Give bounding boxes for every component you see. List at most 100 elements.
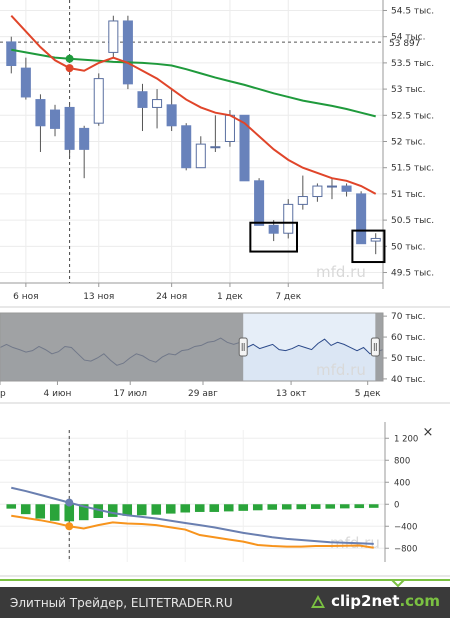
macd-histogram-bar — [194, 504, 205, 512]
candle-body — [137, 91, 148, 108]
y-tick-label: 40 тыс. — [391, 375, 425, 385]
macd-histogram-bar — [136, 504, 147, 516]
macd-histogram-bar — [325, 504, 336, 509]
candle-body — [312, 185, 323, 198]
candle-body — [254, 180, 265, 226]
signal-marker — [65, 522, 74, 531]
candle-body — [35, 99, 46, 127]
macd-histogram-bar — [49, 504, 60, 521]
logo-name: clip2net — [331, 592, 400, 610]
macd-histogram-bar — [78, 504, 89, 521]
candle-body — [239, 114, 250, 182]
candle-body — [370, 237, 381, 242]
clip2net-logo-text: clip2net.com — [331, 592, 440, 610]
candle-body — [268, 224, 279, 234]
y-tick-label: 52 тыс. — [391, 138, 425, 148]
frame-pointer-icon — [391, 579, 405, 588]
footer-bar: Элитный Трейдер, ELITETRADER.RU clip2net… — [0, 587, 450, 618]
x-tick-label: 5 дек — [355, 389, 381, 399]
x-tick-label: р — [0, 389, 6, 399]
y-tick-label: 51.5 тыс. — [391, 164, 434, 174]
macd-histogram-bar — [151, 504, 162, 515]
x-tick-label: 6 ноя — [13, 292, 38, 302]
macd-histogram-bar — [64, 504, 75, 522]
x-tick-label: 4 июн — [43, 389, 71, 399]
candle-body — [50, 109, 61, 129]
current-price-label: 53 897 — [389, 39, 421, 49]
x-tick-label: 1 дек — [217, 292, 243, 302]
clip2net-logo-icon — [311, 595, 325, 608]
navigator-chart[interactable]: mfd.ru 70 тыс. 60 тыс. 50 тыс. 40 тыс. р 4 июн… — [0, 312, 450, 404]
candle-body — [356, 193, 367, 245]
candle-body — [93, 78, 104, 124]
candle-body — [297, 196, 308, 205]
macd-histogram-bar — [252, 504, 263, 511]
y-tick-label: 54 тыс. — [391, 33, 425, 43]
candle-body — [122, 20, 133, 85]
macd-histogram-bar — [93, 504, 104, 518]
macd-histogram-bar — [20, 504, 31, 515]
x-tick-label: 7 дек — [275, 292, 301, 302]
navigator-mask-left — [0, 313, 244, 381]
y-tick-label: 49.5 тыс. — [391, 269, 434, 279]
y-tick-label: −400 — [394, 522, 417, 532]
candle-body — [20, 67, 31, 98]
x-tick-label: 13 ноя — [83, 292, 114, 302]
highlight-box — [249, 221, 298, 253]
macd-histogram-bar — [339, 504, 350, 509]
y-tick-label: 50 тыс. — [391, 354, 425, 364]
y-tick-label: 50.5 тыс. — [391, 216, 434, 226]
macd-histogram-bar — [267, 504, 278, 510]
candle-body — [181, 125, 192, 169]
y-tick-label: 400 — [394, 478, 410, 488]
y-tick-label: 53 тыс. — [391, 85, 425, 95]
macd-histogram-bar — [122, 504, 133, 516]
candle-body — [64, 106, 75, 150]
macd-histogram-bar — [354, 504, 365, 509]
ma-slow-marker — [65, 54, 74, 63]
navigator-border — [0, 312, 384, 382]
candle-body — [195, 143, 206, 169]
x-tick-label: 29 авг — [188, 389, 218, 399]
y-tick-label: 53.5 тыс. — [391, 59, 434, 69]
macd-histogram-bar — [165, 504, 176, 514]
candle-body — [152, 99, 163, 108]
y-tick-label: 50 тыс. — [391, 242, 425, 252]
close-icon[interactable]: × — [423, 425, 434, 440]
candle-body — [166, 104, 177, 127]
macd-histogram-bar — [310, 504, 321, 509]
macd-histogram-bar — [296, 504, 307, 510]
y-tick-label: 70 тыс. — [391, 312, 425, 322]
candle-body — [6, 41, 17, 67]
x-tick-label: 13 окт — [276, 389, 307, 399]
macd-histogram-bar — [223, 504, 234, 512]
price-candlestick-chart: 54.5 тыс. 54 тыс. 53.5 тыс. 53 тыс. 52.5 тыс… — [0, 0, 450, 308]
watermark: mfd.ru — [316, 263, 366, 281]
navigator-handle-right[interactable] — [370, 337, 380, 357]
logo-domain: .com — [399, 592, 440, 610]
y-tick-label: 52.5 тыс. — [391, 111, 434, 121]
navigator-handle-left[interactable] — [238, 337, 248, 357]
macd-histogram-bar — [180, 504, 191, 513]
y-tick-label: 60 тыс. — [391, 333, 425, 343]
candle-body — [210, 146, 221, 149]
macd-histogram-bar — [238, 504, 249, 511]
y-tick-label: 1 200 — [394, 434, 418, 444]
y-tick-label: 0 — [394, 500, 399, 510]
x-tick-label: 24 ноя — [156, 292, 187, 302]
candle-body — [341, 185, 352, 192]
candle-body — [79, 127, 90, 150]
footer-caption: Элитный Трейдер, ELITETRADER.RU — [10, 596, 233, 610]
macd-histogram-bar — [368, 504, 379, 508]
candle-body — [283, 203, 294, 234]
macd-histogram-bar — [107, 504, 118, 517]
candle-body — [108, 20, 119, 53]
y-tick-label: 800 — [394, 456, 410, 466]
macd-histogram-bar — [209, 504, 220, 512]
candle-body — [224, 114, 235, 142]
macd-marker — [65, 498, 74, 507]
ma-fast-marker — [65, 64, 74, 73]
y-tick-label: 54.5 тыс. — [391, 6, 434, 16]
